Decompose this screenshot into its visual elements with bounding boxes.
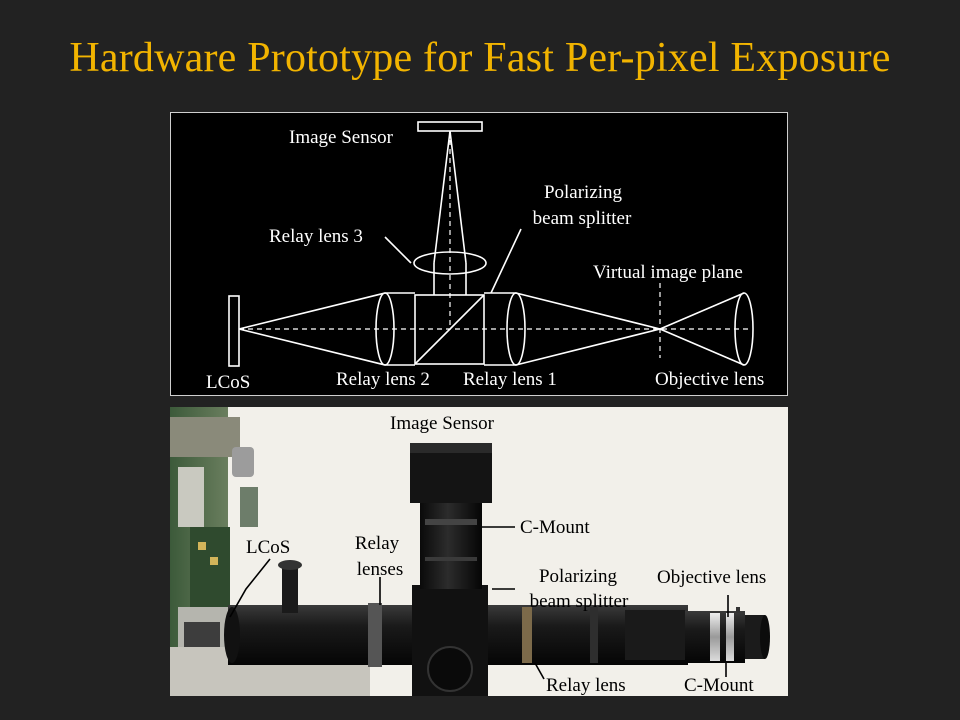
schematic-ray-lines xyxy=(238,130,745,366)
photo-label-c-mount-bottom: C-Mount xyxy=(684,675,754,696)
prototype-photo-svg: Image Sensor C-Mount LCoS Relay lenses P… xyxy=(170,407,788,696)
photo-label-beam-splitter: beam splitter xyxy=(530,591,629,612)
photo-objective-lens xyxy=(685,607,770,663)
schematic-label-image-sensor: Image Sensor xyxy=(289,127,394,148)
schematic-optical-axes xyxy=(239,131,749,358)
photo-electronics-board xyxy=(170,407,370,696)
photo-beam-splitter-housing xyxy=(412,585,488,696)
photo-vertical-barrel xyxy=(420,499,482,589)
optical-schematic-panel: Image Sensor Polarizing beam splitter Re… xyxy=(170,112,788,396)
photo-label-objective-lens: Objective lens xyxy=(657,567,766,588)
schematic-image-sensor xyxy=(417,121,483,132)
photo-label-relay-lens: Relay lens xyxy=(546,675,626,696)
schematic-lcos-plate xyxy=(228,295,240,367)
slide-title: Hardware Prototype for Fast Per-pixel Ex… xyxy=(69,35,891,81)
photo-label-polarizing: Polarizing xyxy=(539,566,618,587)
photo-label-lenses: lenses xyxy=(357,559,403,580)
schematic-label-relay-lens-3: Relay lens 3 xyxy=(269,226,363,247)
schematic-label-lcos: LCoS xyxy=(206,372,250,393)
schematic-label-polarizing: Polarizing xyxy=(544,182,623,203)
schematic-beam-splitter-pointer xyxy=(490,228,522,294)
photo-lcos-knob xyxy=(278,560,302,613)
photo-image-sensor-body xyxy=(410,443,492,503)
optical-schematic-svg: Image Sensor Polarizing beam splitter Re… xyxy=(206,121,764,393)
schematic-label-relay-lens-1: Relay lens 1 xyxy=(463,369,557,390)
prototype-photo-panel: Image Sensor C-Mount LCoS Relay lenses P… xyxy=(170,407,788,696)
photo-label-image-sensor: Image Sensor xyxy=(390,413,495,434)
photo-leader-lines xyxy=(229,526,729,680)
schematic-label-beam-splitter: beam splitter xyxy=(533,208,632,229)
schematic-label-virtual-image-plane: Virtual image plane xyxy=(593,262,743,283)
photo-label-lcos: LCoS xyxy=(246,537,290,558)
photo-label-relay: Relay xyxy=(355,533,400,554)
schematic-label-objective-lens: Objective lens xyxy=(655,369,764,390)
photo-label-c-mount-top: C-Mount xyxy=(520,517,590,538)
schematic-relay-lens-3-pointer xyxy=(384,236,412,264)
schematic-label-relay-lens-2: Relay lens 2 xyxy=(336,369,430,390)
